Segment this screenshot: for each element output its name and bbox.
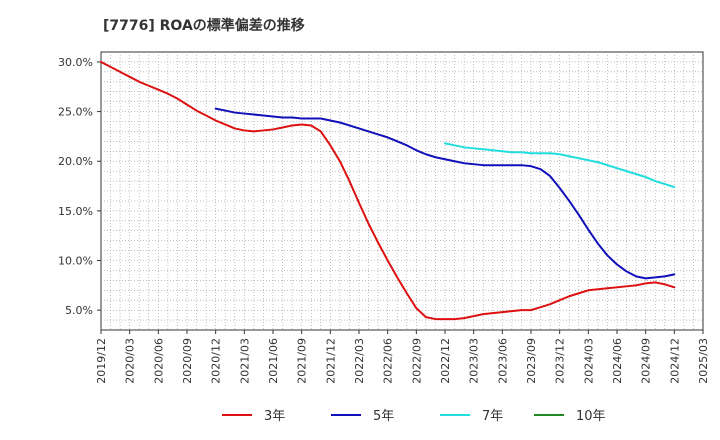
y-tick-label: 15.0% [58,205,93,218]
x-tick-label: 2024/06 [611,338,624,384]
x-tick-label: 2022/03 [353,338,366,384]
x-tick-label: 2023/06 [496,338,509,384]
y-tick-label: 5.0% [65,304,93,317]
x-tick-label: 2025/03 [697,338,710,384]
legend-label: 3年 [264,409,285,424]
x-tick-label: 2020/12 [210,338,223,384]
legend-label: 5年 [373,409,394,424]
x-tick-label: 2021/06 [267,338,280,384]
axes: 5.0% 10.0% 15.0% 20.0% 25.0% 30.0% 2019/12 2020… [58,56,710,384]
series-line-2 [214,107,676,280]
x-tick-label: 2020/09 [181,338,194,384]
x-tick-label: 2022/12 [439,338,452,384]
x-tick-label: 2021/12 [324,338,337,384]
x-tick-label: 2021/03 [238,338,251,384]
series-line-3 [444,142,676,189]
x-tick-label: 2019/12 [95,338,108,384]
series-layer [100,60,676,321]
x-tick-label: 2021/09 [296,338,309,384]
y-tick-label: 20.0% [58,155,93,168]
x-tick-label: 2020/03 [124,338,137,384]
x-tick-label: 2024/09 [640,338,653,384]
x-tick-label: 2020/06 [152,338,165,384]
x-tick-label: 2024/12 [668,338,681,384]
x-tick-label: 2024/03 [582,338,595,384]
x-tick-label: 2023/09 [525,338,538,384]
legend-label: 7年 [482,409,503,424]
x-tick-label: 2023/12 [554,338,567,384]
x-tick-label: 2022/06 [382,338,395,384]
series-line-1 [100,60,676,321]
legend-label: 10年 [576,409,606,424]
y-tick-label: 25.0% [58,106,93,119]
y-tick-label: 10.0% [58,255,93,268]
y-tick-label: 30.0% [58,56,93,69]
x-tick-label: 2023/03 [468,338,481,384]
chart-title: [7776] ROAの標準偏差の推移 [103,17,305,34]
x-tick-label: 2022/09 [410,338,423,384]
legend: 3年 5年 7年 10年 [222,409,606,424]
